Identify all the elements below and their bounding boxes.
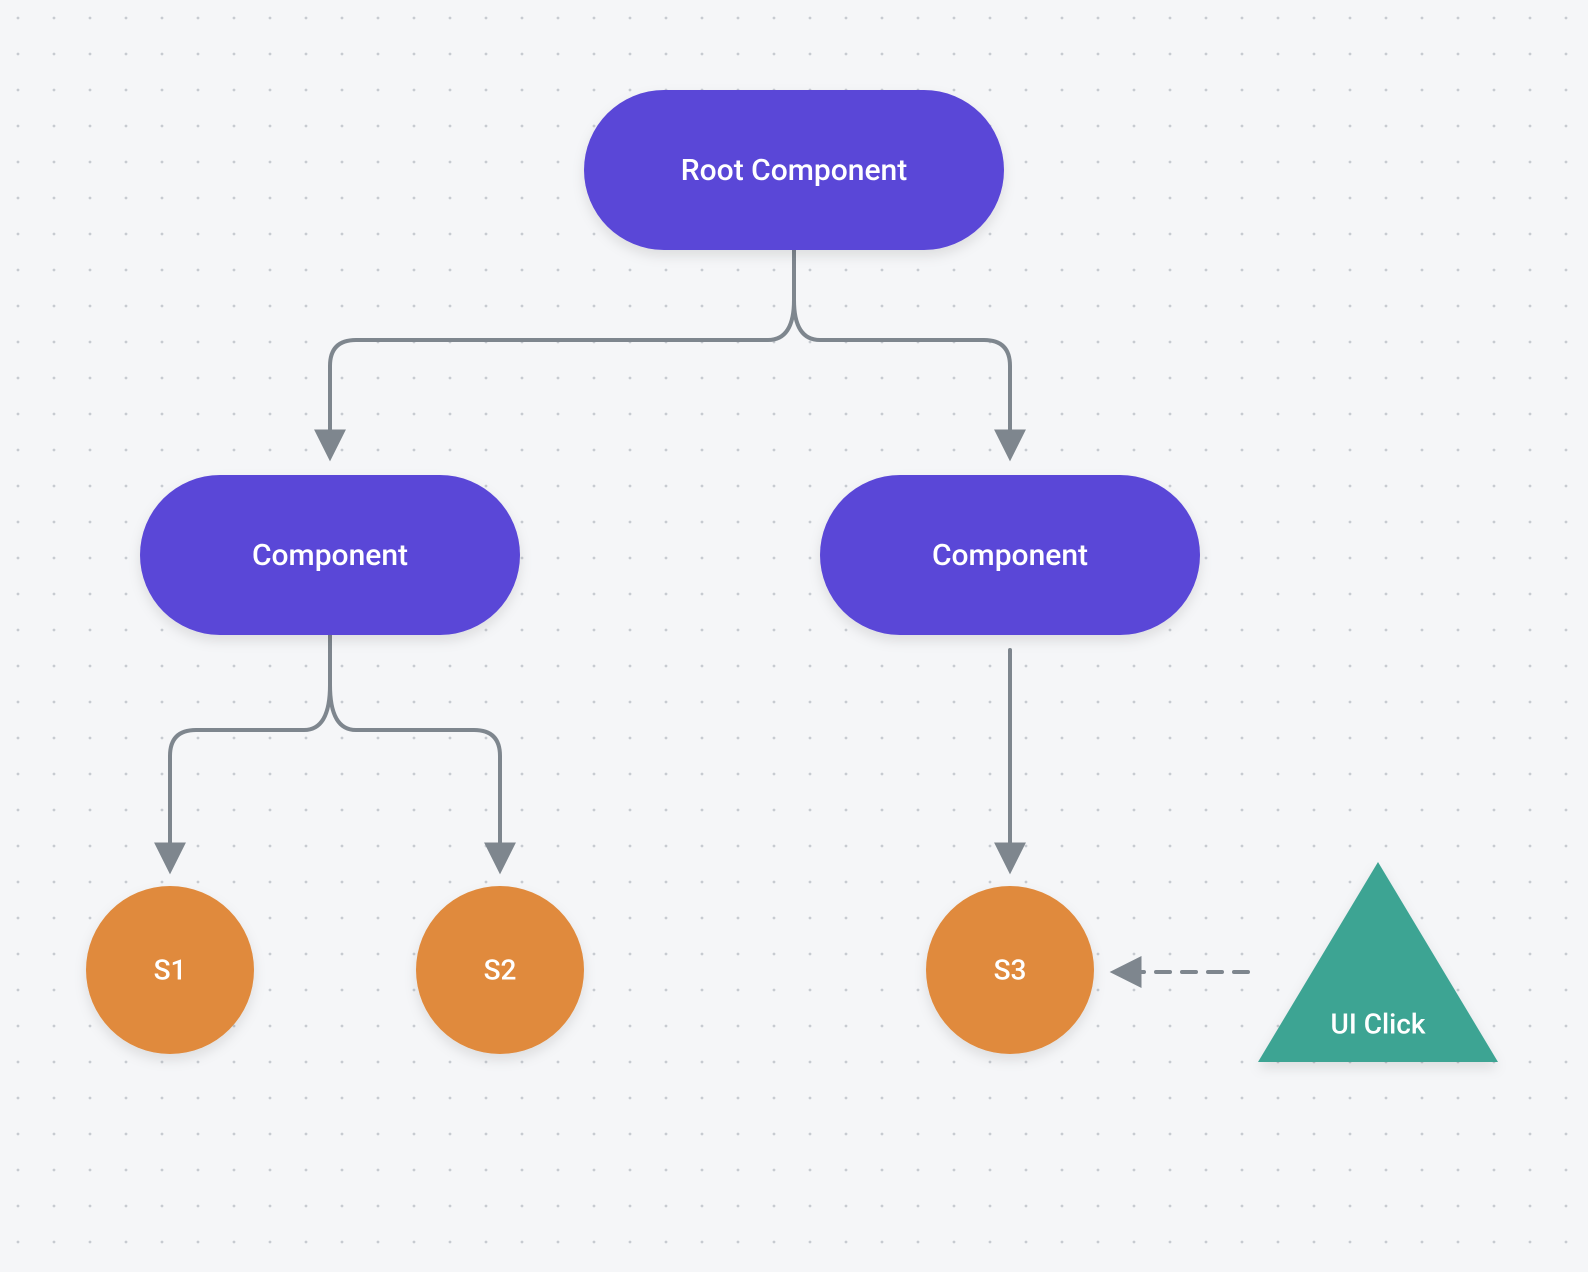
node-compL: Component [140, 475, 520, 635]
node-label: S1 [154, 953, 187, 986]
node-label: Root Component [681, 153, 907, 188]
node-compR: Component [820, 475, 1200, 635]
node-label: Component [932, 538, 1088, 573]
node-label: S2 [484, 953, 517, 986]
node-s2: S2 [416, 886, 584, 1054]
node-s1: S1 [86, 886, 254, 1054]
node-label: Component [252, 538, 408, 573]
node-root: Root Component [584, 90, 1004, 250]
node-s3: S3 [926, 886, 1094, 1054]
node-label: UI Click [1331, 1007, 1426, 1040]
node-label: S3 [994, 953, 1027, 986]
